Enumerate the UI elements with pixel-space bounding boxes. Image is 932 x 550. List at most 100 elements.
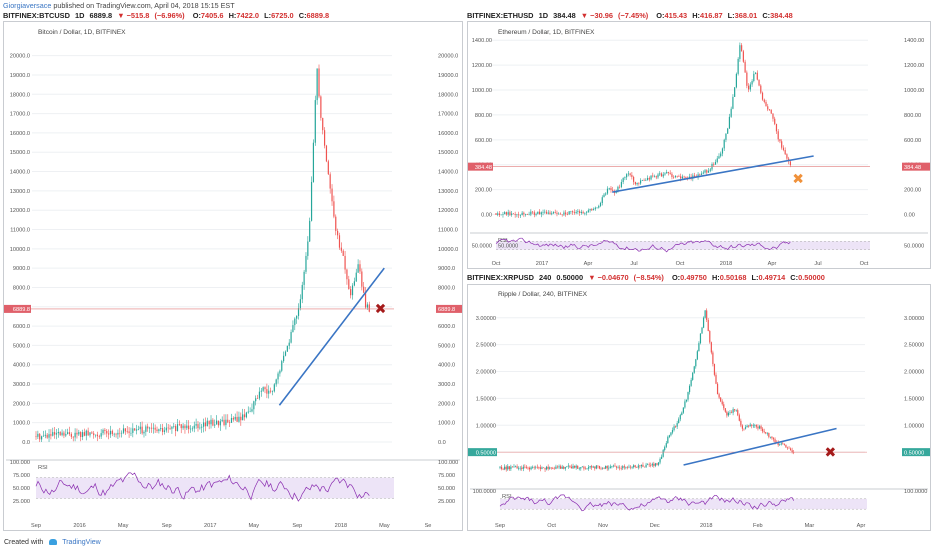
last-price-value: 384.48 bbox=[904, 165, 921, 171]
candle-body bbox=[647, 464, 649, 466]
candle-body bbox=[85, 430, 87, 436]
candle-body bbox=[54, 432, 56, 435]
candle-body bbox=[706, 310, 708, 320]
candle-body bbox=[779, 444, 781, 446]
candle-body bbox=[572, 465, 574, 469]
candle-body bbox=[325, 145, 328, 162]
candle-body bbox=[78, 432, 80, 435]
rsi-tick: 75.000 bbox=[438, 473, 455, 479]
candle-body bbox=[623, 466, 625, 468]
candle-body bbox=[628, 466, 630, 468]
candle-body bbox=[596, 207, 598, 209]
candle-body bbox=[359, 264, 361, 272]
xrp-chart-svg[interactable]: 3.00000 3.00000 2.50000 2.50000 2.00000 2.000… bbox=[468, 285, 930, 530]
btc-chart-panel[interactable]: Bitcoin / Dollar, 1D, BITFINEX 20000.0 20… bbox=[3, 21, 463, 531]
candle-body bbox=[737, 410, 739, 416]
candle-body bbox=[526, 214, 528, 215]
y-tick-label: 2.50000 bbox=[904, 343, 924, 349]
tradingview-link[interactable]: TradingView bbox=[62, 539, 101, 546]
candle-body bbox=[648, 464, 650, 466]
y-tick-label: 18000.0 bbox=[438, 92, 458, 98]
candle-body bbox=[567, 465, 569, 467]
x-marker-icon: ✖ bbox=[375, 302, 387, 318]
candle-body bbox=[584, 468, 587, 470]
candle-body bbox=[666, 171, 668, 174]
candle-body bbox=[50, 434, 52, 436]
candle-body bbox=[648, 177, 650, 180]
candle-body bbox=[502, 468, 504, 470]
author-link[interactable]: Giorgiaversace bbox=[3, 1, 52, 10]
candle-body bbox=[697, 174, 699, 177]
candle-body bbox=[765, 101, 767, 107]
candle-body bbox=[498, 213, 501, 216]
candle-body bbox=[651, 463, 653, 466]
candle-body bbox=[74, 432, 76, 438]
candle-body bbox=[296, 315, 298, 319]
xrp-symbol: BITFINEX:XRPUSD bbox=[467, 273, 534, 282]
candle-body bbox=[268, 390, 270, 394]
candle-body bbox=[626, 467, 629, 468]
candle-body bbox=[80, 432, 82, 438]
candle-body bbox=[264, 387, 266, 390]
candle-body bbox=[232, 418, 234, 420]
candle-body bbox=[746, 425, 748, 428]
y-tick-label-left: 4000.0 bbox=[13, 363, 30, 369]
candle-body bbox=[657, 462, 660, 465]
btc-chart-svg[interactable]: 20000.0 20000.0 19000.0 19000.0 18000.0 18000… bbox=[4, 22, 462, 530]
candle-body bbox=[598, 205, 600, 208]
candle-body bbox=[518, 468, 520, 469]
y-tick-label-left: 14000.0 bbox=[10, 170, 30, 176]
candle-body bbox=[573, 212, 575, 214]
candle-body bbox=[570, 466, 573, 469]
candle-body bbox=[507, 212, 509, 215]
trendline bbox=[278, 267, 385, 406]
candle-body bbox=[791, 450, 793, 453]
rsi-tick-left: 50.000 bbox=[13, 486, 30, 492]
candle-body bbox=[619, 467, 621, 469]
y-tick-label-left: 3.00000 bbox=[476, 316, 496, 322]
candle-body bbox=[597, 465, 599, 467]
candle-body bbox=[612, 189, 614, 191]
candle-body bbox=[770, 109, 772, 114]
footer: Created with TradingView bbox=[4, 539, 101, 546]
candle-body bbox=[216, 420, 218, 425]
candle-body bbox=[699, 174, 701, 175]
candle-body bbox=[219, 421, 221, 426]
candle-body bbox=[754, 425, 756, 426]
candle-body bbox=[702, 317, 705, 328]
candle-body bbox=[98, 436, 100, 437]
candle-body bbox=[581, 466, 583, 468]
btc-close: C:6889.8 bbox=[298, 11, 330, 20]
candle-body bbox=[620, 182, 623, 187]
candle-body bbox=[551, 213, 553, 215]
candle-body bbox=[606, 465, 608, 469]
candle-body bbox=[699, 333, 702, 344]
rsi-tick-left: 100.0000 bbox=[473, 489, 496, 495]
rsi-tick: 100.0000 bbox=[904, 489, 927, 495]
candle-body bbox=[243, 414, 246, 418]
rsi-band bbox=[36, 477, 394, 499]
candle-body bbox=[42, 435, 45, 437]
rsi-tick-left: 50.0000 bbox=[472, 244, 492, 250]
candle-body bbox=[674, 426, 677, 427]
candle-body bbox=[541, 467, 543, 469]
candle-body bbox=[508, 466, 510, 470]
candle-body bbox=[301, 284, 303, 300]
eth-chart-panel[interactable]: Ethereum / Dollar, 1D, BITFINEX 1400.00 1… bbox=[467, 21, 931, 269]
x-tick-label: 2016 bbox=[73, 523, 85, 529]
candle-body bbox=[338, 235, 341, 248]
candle-body bbox=[735, 73, 737, 88]
candle-body bbox=[363, 286, 365, 293]
candle-body bbox=[643, 179, 645, 181]
candle-body bbox=[361, 271, 363, 287]
xrp-chart-panel[interactable]: Ripple / Dollar, 240, BITFINEX 3.00000 3.… bbox=[467, 284, 931, 531]
candle-body bbox=[565, 212, 567, 215]
candle-body bbox=[656, 463, 658, 465]
candle-body bbox=[642, 464, 644, 467]
candle-body bbox=[673, 176, 675, 178]
candle-body bbox=[561, 214, 563, 216]
eth-chart-svg[interactable]: 1400.00 1400.00 1200.00 1200.00 1000.00 1000.… bbox=[468, 22, 930, 268]
candle-body bbox=[331, 188, 333, 202]
candle-body bbox=[650, 465, 652, 466]
x-tick-label: Sep bbox=[495, 523, 505, 529]
